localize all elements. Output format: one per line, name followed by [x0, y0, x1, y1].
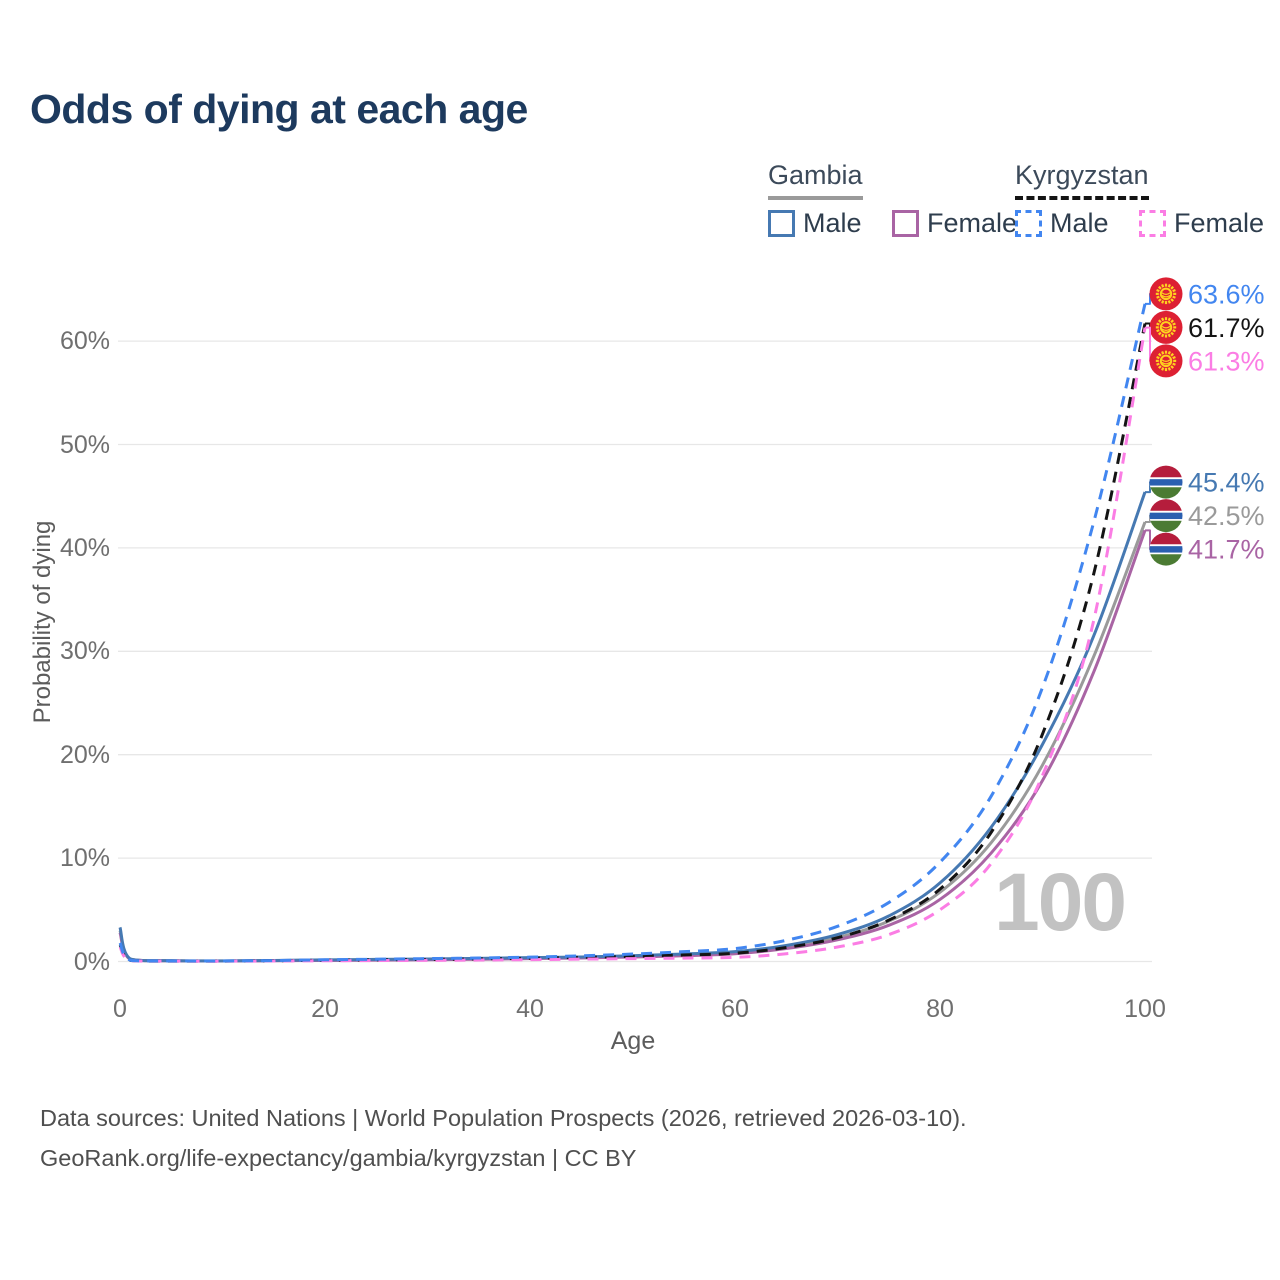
- legend-item-gambia-male[interactable]: Male: [768, 208, 862, 239]
- legend-item-gambia-female[interactable]: Female: [891, 208, 1018, 239]
- end-label-flag-kyrgyzstan-female: [1149, 344, 1183, 378]
- y-tick-0%: 0%: [73, 947, 110, 976]
- y-tick-40%: 40%: [59, 533, 110, 562]
- y-tick-50%: 50%: [59, 430, 110, 459]
- legend-country-gambia[interactable]: Gambia: [768, 160, 863, 200]
- x-tick-0: 0: [113, 995, 127, 1023]
- x-tick-100: 100: [1124, 995, 1166, 1023]
- legend-swatch-kyrgyzstan-male-icon: [1015, 210, 1042, 237]
- end-label-flag-kyrgyzstan-total: [1149, 310, 1183, 344]
- legend-swatch-gambia-female-icon: [891, 210, 919, 237]
- y-tick-30%: 30%: [59, 637, 110, 666]
- y-tick-10%: 10%: [59, 844, 110, 873]
- legend-label-gambia-female: Female: [926, 208, 1018, 238]
- legend-label-gambia-male: Male: [803, 208, 862, 238]
- end-label-gambia-male: 45.4%: [1188, 468, 1265, 498]
- end-label-gambia-female: 41.7%: [1188, 535, 1265, 565]
- data-sources-line1: Data sources: United Nations | World Pop…: [40, 1105, 967, 1131]
- data-sources-line2[interactable]: GeoRank.org/life-expectancy/gambia/kyrgy…: [40, 1145, 637, 1171]
- chart-title: Odds of dying at each age: [30, 86, 528, 132]
- end-label-flag-gambia-female: [1149, 532, 1183, 566]
- legend-swatch-kyrgyzstan-female-icon: [1138, 210, 1166, 237]
- y-tick-20%: 20%: [59, 740, 110, 769]
- age-counter-watermark: 100: [994, 857, 1127, 948]
- legend-label-kyrgyzstan-male: Male: [1050, 208, 1109, 238]
- series-line-kyrgyzstan-female[interactable]: [118, 327, 1147, 963]
- data-sources: Data sources: United Nations | World Pop…: [40, 1098, 967, 1178]
- y-tick-60%: 60%: [59, 327, 110, 356]
- legend-group-kyrgyzstan: Kyrgyzstan Male Female: [1015, 160, 1264, 242]
- series-line-gambia-total[interactable]: [118, 521, 1147, 963]
- x-tick-40: 40: [516, 995, 544, 1023]
- legend-swatch-gambia-male-icon: [768, 210, 795, 237]
- end-label-flag-gambia-total: [1149, 499, 1183, 533]
- legend-label-kyrgyzstan-female: Female: [1173, 208, 1265, 238]
- end-label-kyrgyzstan-male: 63.6%: [1188, 279, 1265, 309]
- legend-country-kyrgyzstan[interactable]: Kyrgyzstan: [1015, 160, 1149, 200]
- series-line-kyrgyzstan-male[interactable]: [118, 303, 1147, 963]
- legend-item-kyrgyzstan-female[interactable]: Female: [1138, 208, 1265, 239]
- end-label-flag-kyrgyzstan-male: [1149, 277, 1183, 311]
- x-axis-title: Age: [610, 1027, 656, 1055]
- series-line-gambia-female[interactable]: [118, 529, 1147, 963]
- x-tick-60: 60: [721, 995, 749, 1023]
- end-label-kyrgyzstan-female: 61.3%: [1188, 346, 1265, 376]
- legend-group-gambia: Gambia Male Female: [768, 160, 1043, 242]
- x-tick-20: 20: [311, 995, 339, 1023]
- end-label-kyrgyzstan-total: 61.7%: [1188, 313, 1265, 343]
- legend-item-kyrgyzstan-male[interactable]: Male: [1015, 208, 1109, 239]
- x-tick-80: 80: [926, 995, 954, 1023]
- end-label-flag-gambia-male: [1149, 465, 1183, 499]
- series-line-gambia-male[interactable]: [118, 491, 1147, 963]
- end-label-gambia-total: 42.5%: [1188, 501, 1265, 531]
